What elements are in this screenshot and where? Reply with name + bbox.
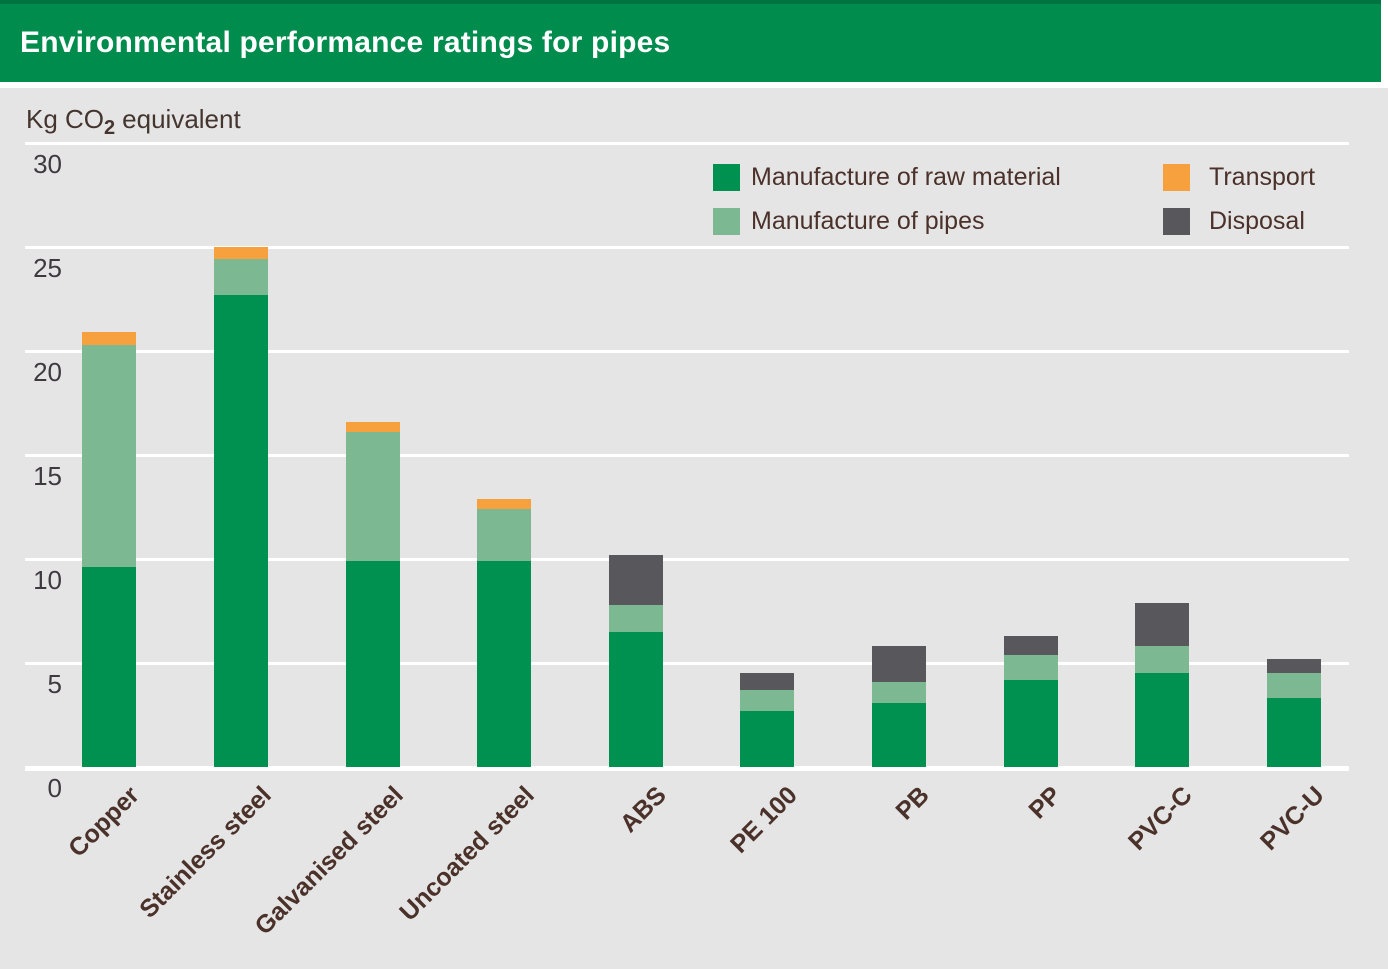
bar-segment-pipes [214, 259, 268, 295]
gridline-30 [25, 142, 1349, 145]
bar-segment-pipes [477, 509, 532, 562]
bar-segment-raw [82, 567, 137, 767]
y-tick-label-5: 5 [47, 669, 62, 699]
bar-segment-raw [872, 702, 926, 767]
y-tick-label-30: 30 [33, 149, 62, 179]
y-axis-title: Kg CO2 equivalent [26, 104, 241, 140]
gridline-5 [25, 662, 1349, 665]
bar-segment-transport [82, 332, 137, 345]
gridline-10 [25, 558, 1349, 561]
bar-segment-raw [740, 710, 795, 767]
bar-column-pb [872, 646, 926, 767]
bar-segment-pipes [1266, 673, 1321, 699]
bar-segment-transport [214, 247, 268, 260]
bar-segment-pipes [608, 604, 663, 632]
y-tick-label-15: 15 [33, 461, 62, 491]
bar-segment-pipes [1003, 654, 1058, 680]
bar-segment-raw [1135, 673, 1190, 767]
y-tick-label-10: 10 [33, 565, 62, 595]
legend-label: Disposal [1209, 207, 1305, 235]
bar-segment-disposal [608, 554, 663, 605]
pipes-swatch [713, 208, 740, 235]
y-axis-title-subscript: 2 [104, 117, 116, 139]
bar-segment-transport [477, 498, 532, 510]
bar-segment-raw [477, 561, 532, 767]
x-axis-baseline [25, 766, 1349, 771]
bar-segment-transport [345, 421, 400, 433]
y-tick-label-20: 20 [33, 357, 62, 387]
plot-area [25, 142, 1349, 767]
bar-segment-pipes [740, 690, 795, 711]
y-axis-title-suffix: equivalent [122, 104, 241, 134]
header-strip: Environmental performance ratings for pi… [0, 0, 1388, 88]
bar-column-pe-100 [740, 673, 795, 767]
bar-segment-disposal [1266, 658, 1321, 674]
gridline-25 [25, 246, 1349, 249]
y-tick-label-25: 25 [33, 253, 62, 283]
bar-column-galvanised-steel [345, 421, 400, 767]
header-bar: Environmental performance ratings for pi… [0, 0, 1381, 82]
gridline-20 [25, 350, 1349, 353]
bar-column-stainless-steel [214, 247, 268, 767]
gridline-15 [25, 454, 1349, 457]
bar-column-abs [608, 554, 663, 767]
bar-segment-raw [345, 561, 400, 767]
bar-segment-pipes [1135, 646, 1190, 674]
bar-segment-raw [608, 631, 663, 767]
bar-segment-disposal [1003, 635, 1058, 655]
bar-column-uncoated-steel [477, 498, 532, 767]
bar-segment-disposal [872, 646, 926, 682]
legend-label: Transport [1209, 163, 1316, 191]
legend-label: Manufacture of raw material [751, 163, 1061, 191]
bar-segment-disposal [740, 673, 795, 691]
bar-segment-disposal [1135, 602, 1190, 647]
y-axis-title-prefix: Kg CO [26, 104, 105, 134]
bar-column-copper [82, 332, 137, 767]
bar-segment-pipes [872, 681, 926, 703]
bar-segment-raw [214, 294, 268, 767]
y-tick-label-0: 0 [47, 773, 62, 803]
bar-segment-raw [1003, 679, 1058, 767]
bar-column-pvc-u [1266, 658, 1321, 767]
bar-column-pvc-c [1135, 602, 1190, 767]
bar-column-pp [1003, 635, 1058, 767]
bar-segment-pipes [345, 432, 400, 562]
page-title: Environmental performance ratings for pi… [20, 26, 671, 59]
bar-segment-pipes [82, 344, 137, 568]
bar-segment-raw [1266, 698, 1321, 767]
transport-swatch [1163, 164, 1190, 191]
disposal-swatch [1163, 208, 1190, 235]
raw-material-swatch [713, 164, 740, 191]
legend-label: Manufacture of pipes [751, 207, 985, 235]
